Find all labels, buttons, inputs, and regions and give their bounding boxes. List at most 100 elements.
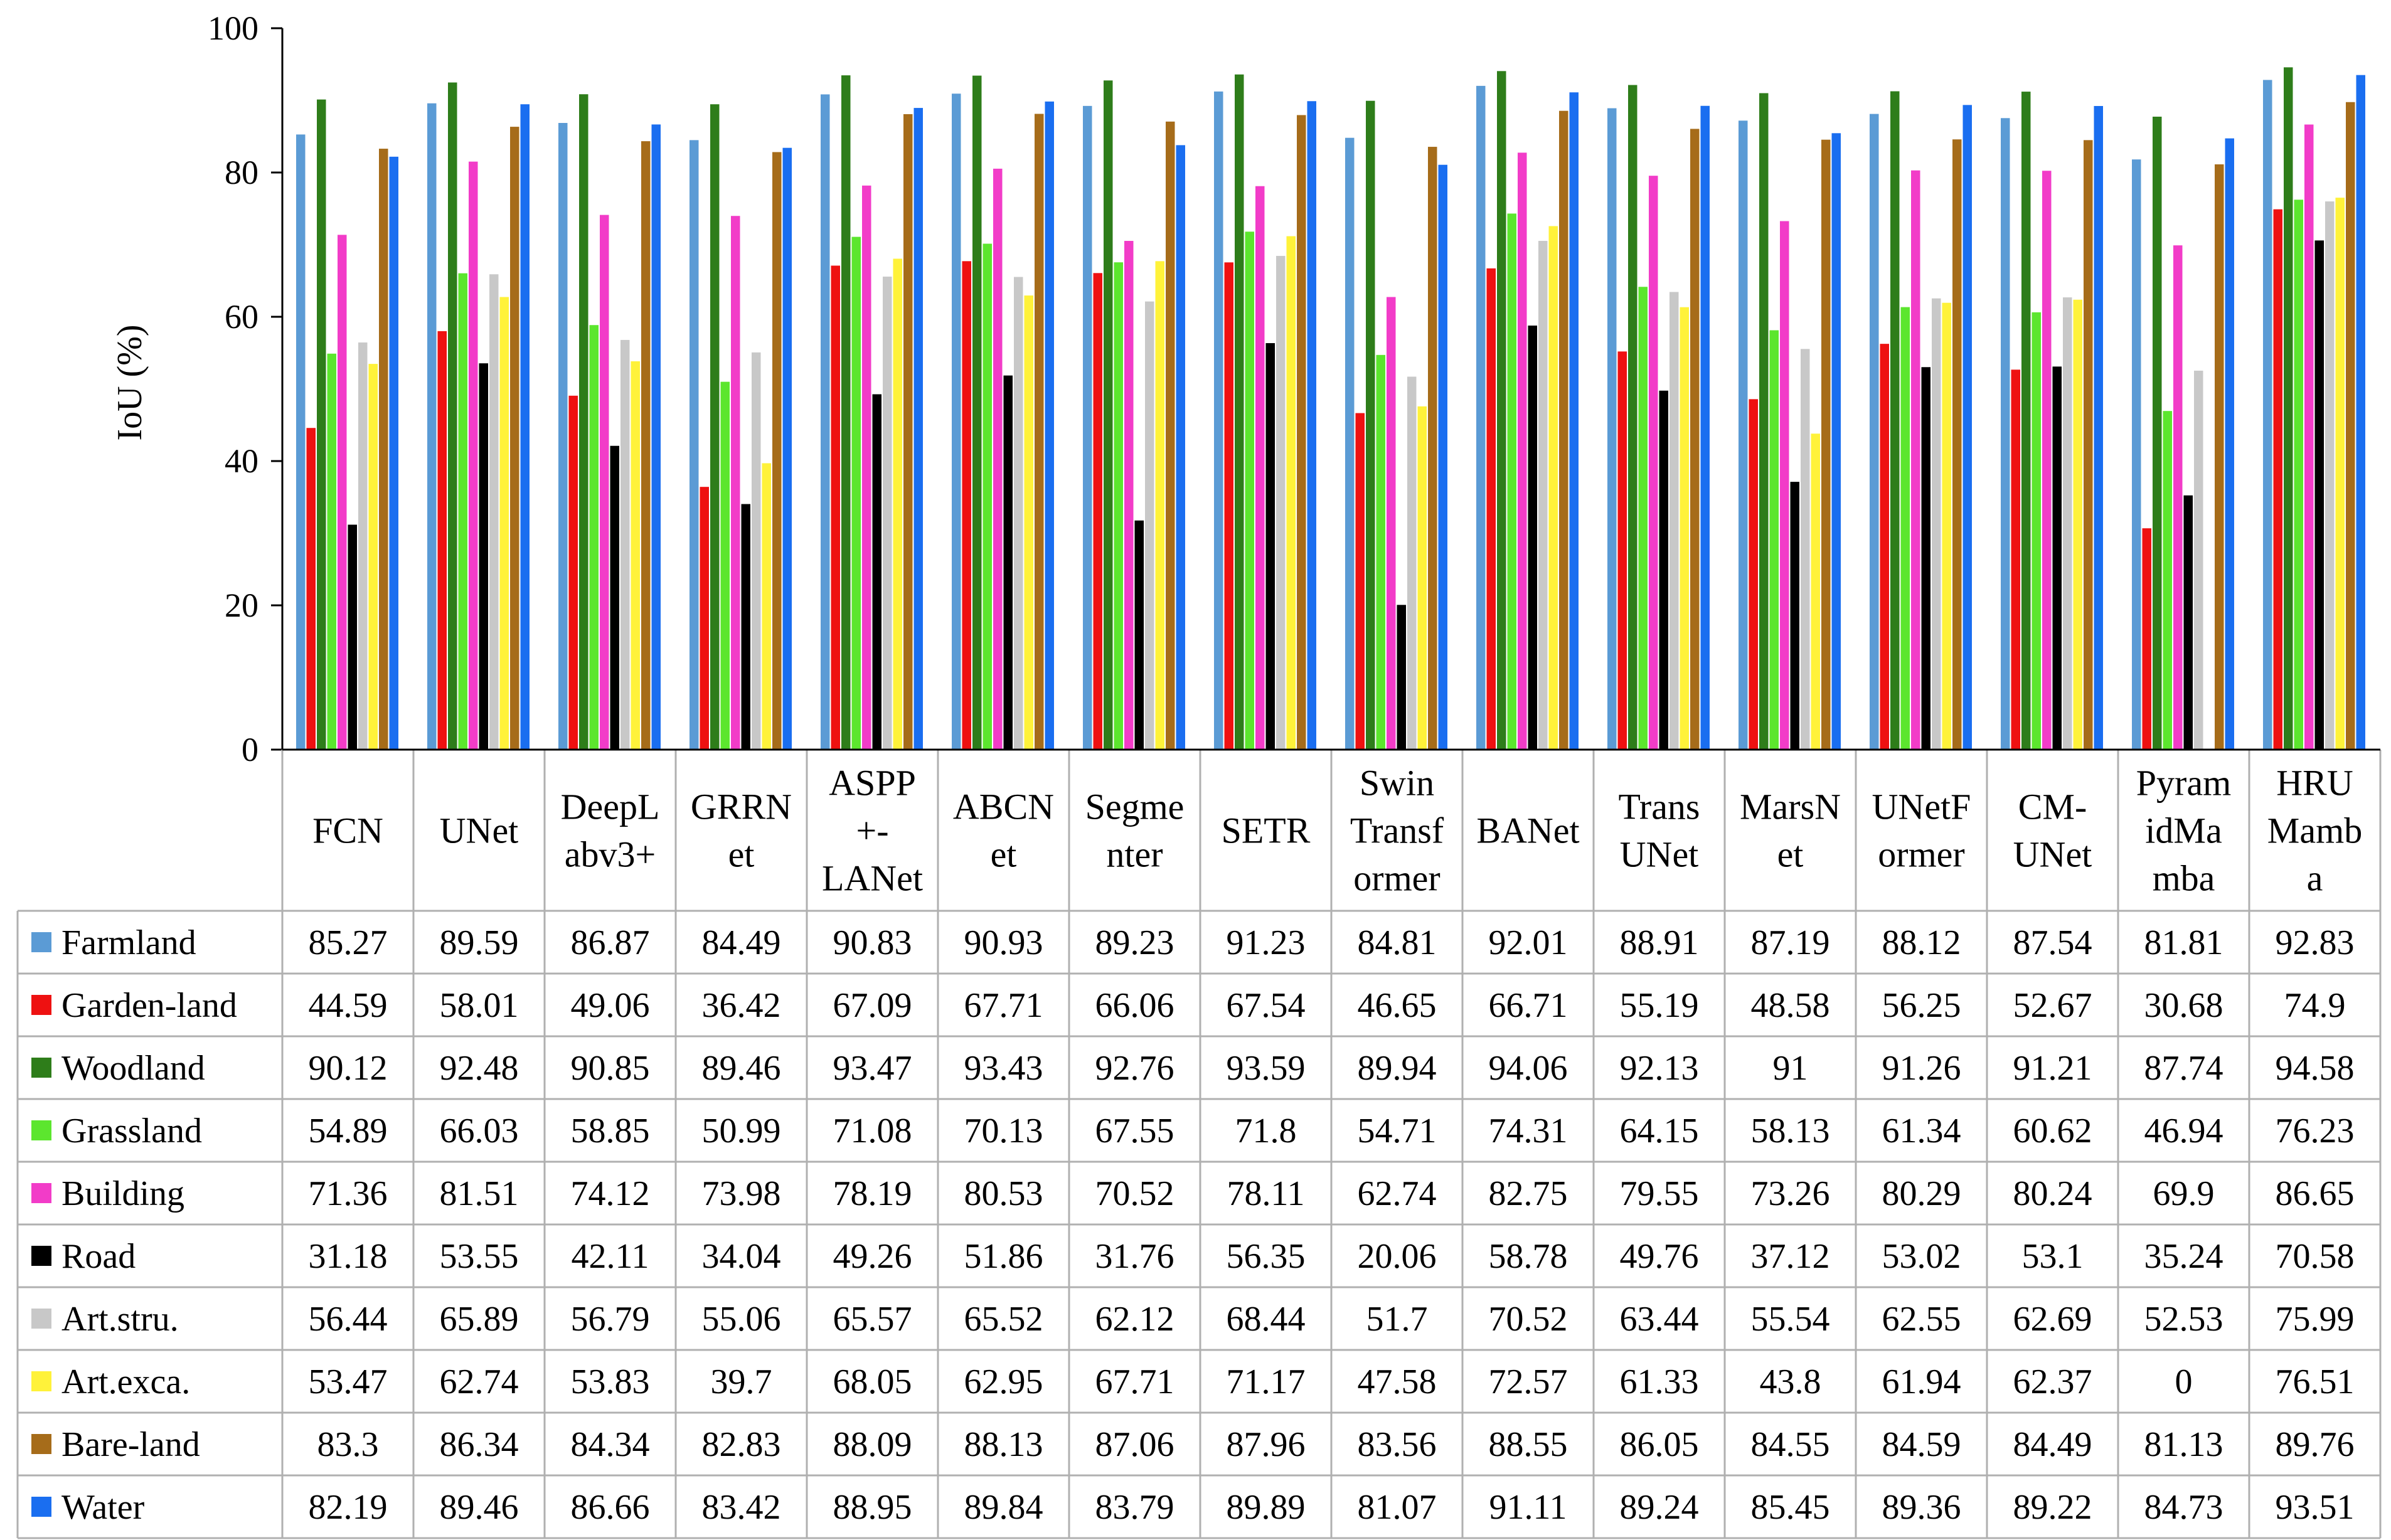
table-cell-value: 68.05 [833,1362,912,1401]
category-label: MarsN et [1740,787,1841,875]
bar-bare-land-15 [2346,102,2355,750]
bar-art-stru--9 [1538,241,1548,750]
bar-bare-land-1 [510,127,519,750]
bar-garden-land-13 [2011,369,2020,750]
bar-woodland-0 [317,99,326,750]
y-tick-label: 60 [225,298,258,336]
table-cell-value: 83.42 [702,1488,781,1527]
bar-grassland-7 [1245,231,1254,750]
table-cell-value: 30.68 [2144,986,2223,1025]
category-label-line: UNet [1620,834,1699,875]
table-cell-value: 42.11 [572,1237,649,1276]
bar-bare-land-2 [641,141,651,750]
table-cell-value: 66.03 [440,1112,519,1150]
table-cell-value: 62.95 [964,1362,1043,1401]
bar-farmland-10 [1607,108,1617,750]
table-cell-value: 67.71 [964,986,1043,1025]
bar-art-stru--2 [620,339,630,750]
table-cell-value: 94.58 [2276,1049,2355,1088]
category-label-line: Trans [1618,787,1700,827]
table-cell-value: 92.48 [440,1049,519,1088]
table-cell-value: 71.8 [1235,1112,1297,1150]
table-cell-value: 56.79 [571,1300,650,1339]
table-cell-value: 46.94 [2144,1112,2223,1150]
bar-art-stru--1 [489,274,499,750]
bar-building-11 [1780,221,1789,750]
table-cell-value: 87.06 [1095,1425,1174,1464]
table-cell-value: 87.54 [2013,923,2092,962]
category-label-line: et [1777,834,1804,875]
table-cell-value: 51.86 [964,1237,1043,1276]
bar-road-13 [2052,366,2062,750]
table-cell-value: 61.33 [1620,1362,1699,1401]
bar-garden-land-8 [1355,413,1365,750]
table-cell-value: 70.13 [964,1112,1043,1150]
table-cell-value: 60.62 [2013,1112,2092,1150]
bar-building-8 [1387,297,1396,750]
table-cell-value: 74.31 [1489,1112,1568,1150]
bar-garden-land-15 [2273,209,2282,750]
table-cell-value: 46.65 [1358,986,1437,1025]
table-cell-value: 39.7 [711,1362,772,1401]
legend-swatch [31,1434,51,1454]
table-cell-value: 75.99 [2276,1300,2355,1339]
category-label-line: nter [1106,834,1163,875]
bar-art-exca--10 [1680,307,1689,750]
series-name: Garden-land [61,986,237,1025]
bar-road-5 [1003,375,1013,750]
table-cell-value: 89.89 [1227,1488,1306,1527]
bar-building-9 [1518,152,1527,750]
category-label-line: ormer [1353,858,1440,899]
table-cell-value: 81.51 [440,1174,519,1213]
legend-swatch [31,1183,51,1203]
bar-grassland-2 [589,325,599,750]
table-cell-value: 88.55 [1489,1425,1568,1464]
bar-road-12 [1921,367,1930,750]
bar-road-14 [2183,495,2193,750]
table-cell-value: 85.45 [1751,1488,1830,1527]
bar-woodland-1 [448,82,457,750]
bar-grassland-4 [851,236,861,750]
table-cell-value: 76.51 [2276,1362,2355,1401]
category-label-line: HRU [2276,763,2353,804]
bar-grassland-5 [982,243,992,750]
table-cell-value: 67.54 [1227,986,1306,1025]
table-cell-value: 90.12 [309,1049,388,1088]
bar-farmland-8 [1345,137,1355,750]
bar-road-3 [741,504,750,750]
bar-water-6 [1176,145,1185,750]
bar-art-stru--5 [1014,277,1023,750]
bar-art-exca--6 [1155,261,1164,750]
table-cell-value: 88.13 [964,1425,1043,1464]
bar-grassland-1 [458,273,467,750]
bar-garden-land-14 [2142,528,2151,750]
bar-farmland-11 [1739,120,1748,750]
bar-water-1 [520,104,530,750]
table-cell-value: 84.55 [1751,1425,1830,1464]
bar-building-0 [338,235,347,750]
bar-art-exca--1 [499,297,509,750]
bar-art-stru--14 [2194,370,2203,750]
bar-garden-land-0 [306,428,316,750]
bar-water-4 [913,108,923,750]
bar-bare-land-14 [2215,164,2224,750]
table-cell-value: 89.84 [964,1488,1043,1527]
table-cell-value: 76.23 [2276,1112,2355,1150]
bar-grassland-15 [2294,199,2303,750]
y-tick-label: 40 [225,442,258,480]
table-cell-value: 56.44 [309,1300,388,1339]
bar-farmland-2 [558,123,568,750]
table-cell-value: 62.12 [1095,1300,1174,1339]
table-cell-value: 53.02 [1882,1237,1961,1276]
bar-garden-land-7 [1224,262,1233,750]
table-cell-value: 74.12 [571,1174,650,1213]
table-cell-value: 62.69 [2013,1300,2092,1339]
series-name: Art.stru. [61,1300,179,1339]
table-cell-value: 0 [2175,1362,2193,1401]
bar-bare-land-7 [1297,115,1306,750]
category-label-line: Transf [1350,810,1444,851]
series-name: Farmland [61,923,196,962]
table-cell-value: 37.12 [1751,1237,1830,1276]
table-cell-value: 84.73 [2144,1488,2223,1527]
category-label: SETR [1222,810,1311,851]
